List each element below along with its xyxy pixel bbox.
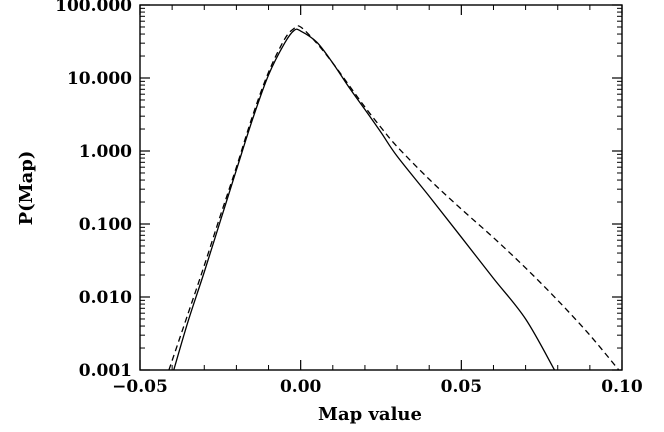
y-tick-label: 10.000: [67, 69, 132, 89]
y-tick-label: 0.001: [79, 361, 132, 381]
y-tick-label: 0.010: [79, 288, 132, 308]
x-tick-label: −0.05: [112, 377, 168, 397]
series-layer: [168, 25, 620, 371]
x-axis-title: Map value: [318, 404, 422, 425]
series-line-solid: [173, 28, 556, 371]
y-axis-title: P(Map): [16, 151, 37, 226]
series-line-dashed: [168, 25, 620, 371]
y-tick-label: 100.000: [55, 0, 132, 16]
x-tick-label: 0.05: [441, 377, 482, 397]
plot-frame: [139, 4, 623, 371]
y-axis: 0.001 0.010 0.100 1.000 10.000 100.000: [55, 0, 622, 381]
x-tick-label: 0.00: [280, 377, 322, 397]
y-tick-label: 0.100: [79, 215, 132, 235]
y-tick-label: 1.000: [79, 142, 132, 162]
x-tick-label: 0.10: [601, 377, 643, 397]
x-axis: −0.05 0.00 0.05 0.10: [112, 5, 643, 397]
